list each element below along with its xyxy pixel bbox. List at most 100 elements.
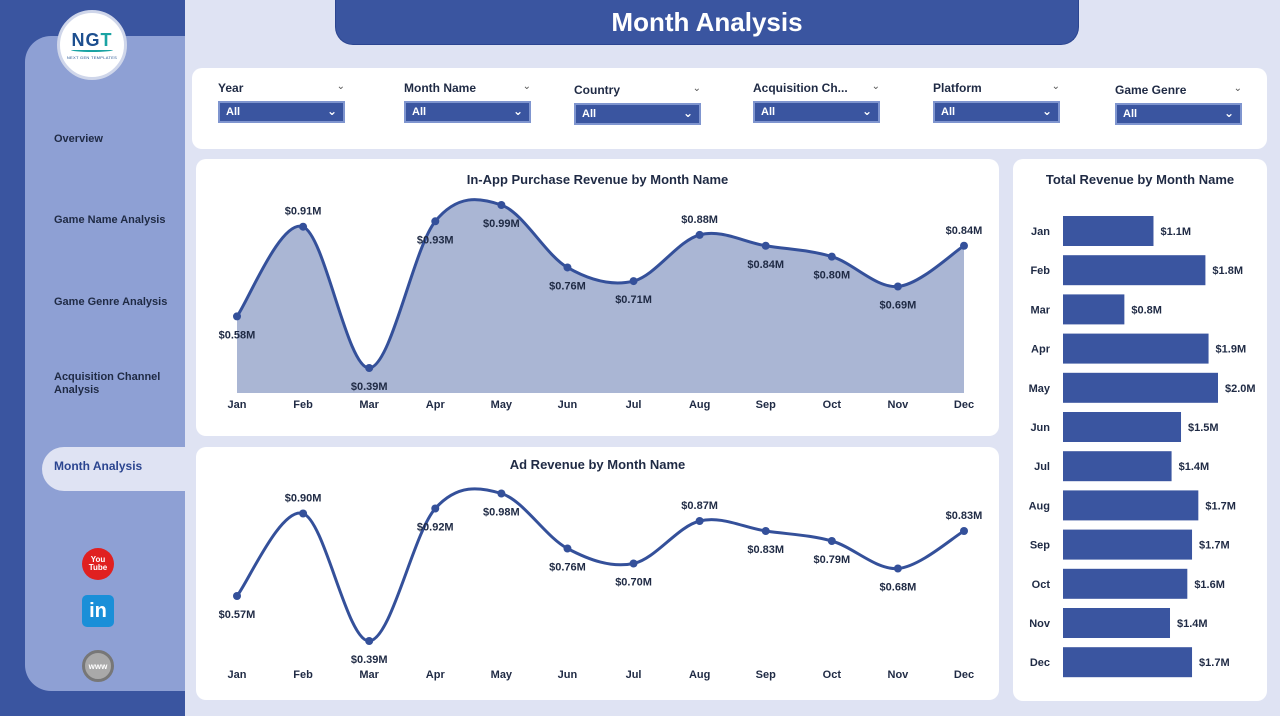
ad-data-label: $0.83M bbox=[747, 544, 784, 556]
total-bar[interactable] bbox=[1063, 412, 1182, 442]
total-bar[interactable] bbox=[1063, 216, 1154, 246]
total-bar[interactable] bbox=[1063, 451, 1172, 482]
total-bar[interactable] bbox=[1063, 608, 1171, 638]
ad-point[interactable] bbox=[365, 637, 374, 645]
filter-platform: Platform ⌄ All ⌄ bbox=[933, 81, 1060, 123]
inapp-data-label: $0.71M bbox=[615, 294, 652, 306]
chevron-down-icon: ⌄ bbox=[512, 104, 523, 118]
sidebar: Overview Game Name Analysis Game Genre A… bbox=[0, 0, 192, 716]
ad-point[interactable] bbox=[299, 509, 308, 518]
ad-point[interactable] bbox=[431, 504, 440, 513]
ad-chart-card: Ad Revenue by Month Name $0.57M Jan $0.90M… bbox=[196, 447, 999, 700]
inapp-point[interactable] bbox=[233, 312, 241, 321]
website-icon-text: www bbox=[88, 661, 108, 671]
inapp-point[interactable] bbox=[365, 364, 374, 372]
filter-game-genre-label: Game Genre bbox=[1115, 83, 1187, 97]
ad-point[interactable] bbox=[960, 527, 968, 535]
nav-game-genre-analysis[interactable]: Game Genre Analysis bbox=[54, 296, 168, 308]
ad-point[interactable] bbox=[497, 489, 506, 498]
logo-swoosh bbox=[71, 48, 113, 52]
chevron-down-icon[interactable]: ⌄ bbox=[522, 81, 531, 92]
inapp-point[interactable] bbox=[960, 241, 968, 250]
total-bar[interactable] bbox=[1063, 255, 1206, 286]
youtube-icon[interactable]: You Tube bbox=[82, 548, 114, 580]
inapp-chart-card: In-App Purchase Revenue by Month Name $0… bbox=[196, 159, 999, 436]
filter-year-select[interactable]: All ⌄ bbox=[218, 101, 345, 123]
inapp-point[interactable] bbox=[629, 277, 638, 286]
inapp-point[interactable] bbox=[563, 263, 572, 272]
total-y-tick-label: Oct bbox=[1032, 579, 1051, 591]
filter-country-select[interactable]: All ⌄ bbox=[574, 103, 701, 125]
total-data-label: $2.0M bbox=[1225, 383, 1256, 395]
filter-platform-select[interactable]: All ⌄ bbox=[933, 101, 1060, 123]
chevron-down-icon[interactable]: ⌄ bbox=[1233, 83, 1242, 94]
ad-point[interactable] bbox=[893, 564, 902, 573]
nav-acquisition-channel-analysis[interactable]: Acquisition Channel Analysis bbox=[54, 371, 161, 396]
filter-game-genre: Game Genre ⌄ All ⌄ bbox=[1115, 83, 1242, 125]
ad-x-tick-label: Sep bbox=[756, 669, 776, 681]
inapp-x-tick-label: Jan bbox=[228, 399, 247, 411]
nav-overview[interactable]: Overview bbox=[54, 133, 103, 145]
ad-x-tick-label: May bbox=[491, 669, 513, 681]
ad-point[interactable] bbox=[233, 592, 241, 600]
chevron-down-icon[interactable]: ⌄ bbox=[336, 81, 345, 92]
ad-point[interactable] bbox=[827, 537, 836, 545]
inapp-data-label: $0.84M bbox=[747, 259, 784, 271]
total-bar[interactable] bbox=[1063, 490, 1199, 521]
total-y-tick-label: Jul bbox=[1034, 461, 1050, 473]
total-bar[interactable] bbox=[1063, 372, 1218, 403]
inapp-point[interactable] bbox=[893, 282, 902, 291]
page-title: Month Analysis bbox=[611, 6, 803, 37]
youtube-icon-text: You Tube bbox=[88, 555, 108, 572]
ad-point[interactable] bbox=[761, 527, 770, 535]
ad-x-tick-label: Feb bbox=[293, 669, 313, 681]
inapp-x-tick-label: Mar bbox=[359, 399, 379, 411]
inapp-point[interactable] bbox=[431, 217, 440, 226]
total-bar[interactable] bbox=[1063, 294, 1125, 325]
ad-point[interactable] bbox=[563, 544, 572, 553]
filter-acquisition-channel: Acquisition Ch... ⌄ All ⌄ bbox=[753, 81, 880, 123]
chevron-down-icon[interactable]: ⌄ bbox=[1051, 81, 1060, 92]
ad-data-label: $0.76M bbox=[549, 562, 586, 574]
filter-month-name-label: Month Name bbox=[404, 81, 476, 95]
ad-point[interactable] bbox=[695, 517, 704, 525]
total-bar[interactable] bbox=[1063, 568, 1188, 599]
sidebar-panel bbox=[25, 36, 185, 691]
total-bar[interactable] bbox=[1063, 647, 1193, 678]
inapp-x-tick-label: May bbox=[491, 399, 513, 411]
ad-x-tick-label: Aug bbox=[689, 669, 710, 681]
total-bar[interactable] bbox=[1063, 529, 1193, 560]
linkedin-icon[interactable]: in bbox=[82, 595, 114, 627]
chevron-down-icon: ⌄ bbox=[326, 104, 337, 118]
filter-platform-label: Platform bbox=[933, 81, 982, 95]
inapp-data-label: $0.88M bbox=[681, 214, 718, 226]
filter-acquisition-channel-select[interactable]: All ⌄ bbox=[753, 101, 880, 123]
filter-month-name-select[interactable]: All ⌄ bbox=[404, 101, 531, 123]
ad-point[interactable] bbox=[629, 559, 638, 568]
inapp-point[interactable] bbox=[827, 252, 836, 261]
website-icon[interactable]: www bbox=[82, 650, 114, 682]
total-data-label: $1.7M bbox=[1199, 540, 1230, 552]
ad-data-label: $0.57M bbox=[219, 609, 256, 621]
chevron-down-icon: ⌄ bbox=[682, 106, 693, 120]
ad-chart-svg: $0.57M Jan $0.90M Feb $0.39M Mar $0.92M Apr $0.9… bbox=[219, 487, 982, 681]
total-data-label: $1.7M bbox=[1199, 657, 1230, 669]
total-data-label: $1.6M bbox=[1194, 579, 1225, 591]
inapp-point[interactable] bbox=[761, 241, 770, 250]
inapp-point[interactable] bbox=[695, 230, 704, 239]
inapp-point[interactable] bbox=[497, 201, 506, 209]
chevron-down-icon[interactable]: ⌄ bbox=[871, 81, 880, 92]
total-data-label: $1.7M bbox=[1205, 500, 1236, 512]
inapp-x-tick-label: Aug bbox=[689, 399, 710, 411]
total-y-tick-label: May bbox=[1029, 383, 1051, 395]
total-data-label: $1.4M bbox=[1177, 618, 1208, 630]
nav-game-name-analysis[interactable]: Game Name Analysis bbox=[54, 214, 166, 226]
inapp-x-tick-label: Sep bbox=[756, 399, 776, 411]
nav-month-analysis[interactable]: Month Analysis bbox=[54, 459, 143, 473]
inapp-point[interactable] bbox=[299, 222, 308, 231]
filter-game-genre-select[interactable]: All ⌄ bbox=[1115, 103, 1242, 125]
filter-month-name-value: All bbox=[412, 106, 427, 118]
inapp-data-label: $0.69M bbox=[880, 300, 917, 312]
total-bar[interactable] bbox=[1063, 333, 1209, 364]
chevron-down-icon[interactable]: ⌄ bbox=[692, 83, 701, 94]
